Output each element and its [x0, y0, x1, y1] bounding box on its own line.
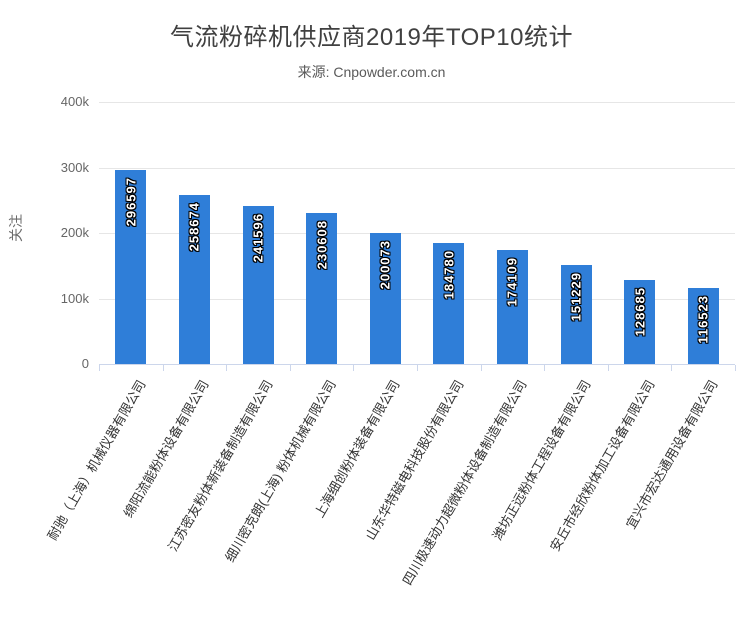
bar[interactable]: 174109 — [496, 249, 528, 364]
gridline — [99, 233, 735, 234]
chart-title: 气流粉碎机供应商2019年TOP10统计 — [170, 24, 573, 51]
bar-value-label: 128685 — [632, 286, 648, 337]
x-axis-tick — [671, 365, 673, 371]
bar-value-label: 296597 — [123, 176, 139, 227]
x-axis-tick — [544, 365, 546, 371]
bar[interactable]: 200073 — [369, 232, 401, 364]
x-axis-category-label-text: 四川极速动力超微粉体设备制造有限公司 — [399, 377, 530, 588]
bar[interactable]: 116523 — [687, 287, 719, 364]
y-axis-tick-label: 200k — [60, 225, 89, 240]
gridline — [99, 167, 735, 169]
y-axis-tick-label: 0 — [81, 356, 89, 371]
chart-subtitle: 来源: Cnpowder.com.cn — [297, 64, 446, 80]
bar[interactable]: 184780 — [433, 242, 465, 364]
x-axis-line — [99, 364, 735, 365]
x-axis-tick — [226, 365, 228, 371]
bar-value-label: 116523 — [695, 294, 711, 344]
y-axis-tick-label: 400k — [60, 94, 89, 109]
bar[interactable]: 230608 — [306, 212, 338, 364]
bar-value-label: 174109 — [504, 256, 520, 307]
bar[interactable]: 128685 — [624, 279, 656, 364]
bar[interactable]: 241596 — [242, 205, 274, 364]
bar[interactable]: 258674 — [178, 194, 210, 364]
bar-value-label: 200073 — [377, 239, 393, 290]
x-axis-tick — [99, 365, 100, 371]
y-axis-tick-label: 300k — [60, 159, 89, 175]
x-axis-tick — [417, 365, 418, 371]
x-axis-tick — [162, 365, 164, 371]
bar-value-label: 184780 — [441, 249, 457, 300]
bar[interactable]: 296597 — [115, 169, 147, 364]
x-axis-tick — [289, 365, 291, 371]
bar-value-label: 151229 — [568, 271, 584, 322]
gridline — [99, 298, 735, 300]
y-axis-title: 关注 — [8, 214, 24, 242]
gridline — [99, 102, 735, 103]
bar[interactable]: 151229 — [560, 264, 592, 364]
y-axis-tick-label: 100k — [60, 290, 89, 306]
x-axis-tick — [480, 365, 482, 371]
x-axis-tick — [735, 365, 736, 371]
bar-value-label: 230608 — [314, 219, 330, 270]
bar-value-label: 241596 — [250, 212, 266, 263]
x-axis-tick — [353, 365, 355, 371]
x-axis-tick — [607, 365, 609, 371]
bar-value-label: 258674 — [186, 201, 202, 251]
x-axis-category-label-text: 细川密克朗(上海) 粉体机械有限公司 — [222, 377, 340, 565]
